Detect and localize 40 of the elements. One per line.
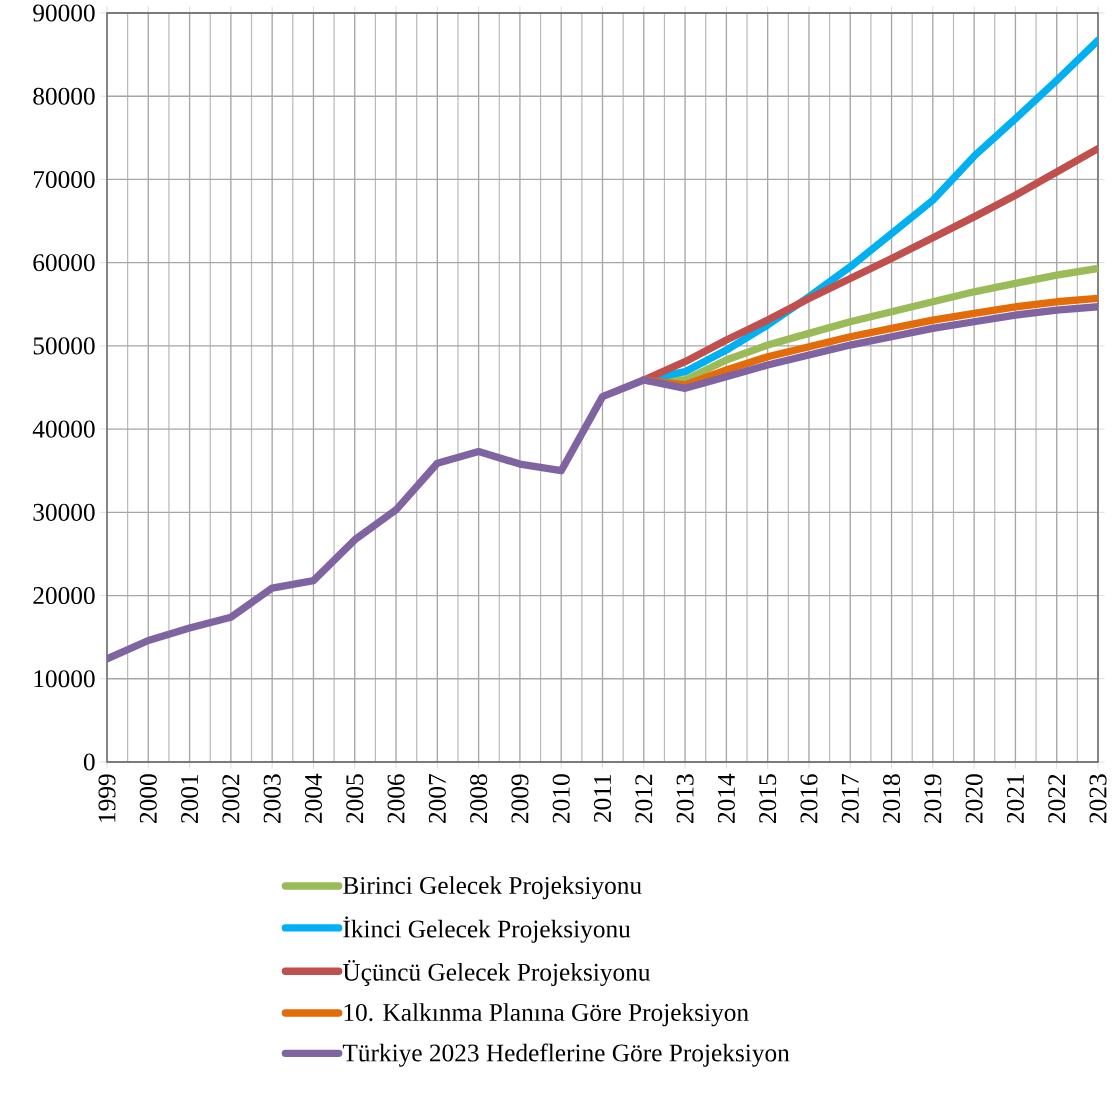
x-tick-label: 2012 — [635, 774, 653, 823]
x-tick-label: 2020 — [965, 774, 983, 823]
x-tick-label: 2008 — [470, 774, 488, 823]
x-tick-label: 2007 — [428, 774, 446, 823]
x-tick-label: 2013 — [676, 774, 694, 823]
x-tick-label: 2002 — [222, 774, 240, 823]
x-tick-label: 2019 — [924, 774, 942, 823]
x-tick-label: 2004 — [304, 773, 323, 823]
x-tick-label: 2000 — [139, 774, 157, 823]
x-tick-label: 2014 — [717, 773, 735, 823]
x-tick-label: 2015 — [759, 774, 777, 823]
y-tick-label: 70000 — [33, 170, 95, 188]
x-tick-label: 2023 — [1089, 774, 1107, 823]
y-tick-label: 10000 — [34, 670, 95, 688]
y-tick-label: 60000 — [33, 254, 95, 272]
x-tick-label: 2017 — [841, 774, 859, 823]
x-tick-label: 1999 — [98, 774, 116, 822]
y-tick-label: 50000 — [33, 337, 95, 355]
legend-label: Türkiye 2023 Hedeflerine Göre Projeksiyon — [342, 1043, 790, 1067]
x-tick-label: 2011 — [593, 774, 612, 822]
y-tick-label: 30000 — [33, 503, 95, 521]
y-tick-label: 40000 — [32, 420, 95, 438]
x-tick-label: 2005 — [346, 774, 364, 823]
y-tick-label: 0 — [83, 753, 95, 771]
y-tick-label: 90000 — [33, 4, 95, 22]
x-tick-label: 2018 — [883, 774, 901, 823]
legend-label: İkinci Gelecek Projeksiyonu — [343, 916, 631, 943]
legend-label: Birinci Gelecek Projeksiyonu — [343, 876, 642, 900]
x-tick-label: 2009 — [511, 774, 529, 823]
x-tick-label: 2006 — [387, 774, 405, 823]
legend-label: Üçüncü Gelecek Projeksiyonu — [342, 960, 651, 986]
x-tick-label: 2021 — [1006, 774, 1024, 823]
x-tick-label: 2022 — [1048, 774, 1066, 823]
legend-label: 10. Kalkınma Planına Göre Projeksiyon — [344, 1003, 749, 1027]
x-tick-label: 2003 — [263, 774, 281, 823]
x-tick-label: 2016 — [800, 774, 818, 823]
x-tick-label: 2010 — [552, 774, 570, 823]
x-tick-label: 2001 — [181, 774, 199, 823]
y-tick-label: 80000 — [33, 87, 95, 105]
y-tick-label: 20000 — [33, 587, 95, 605]
